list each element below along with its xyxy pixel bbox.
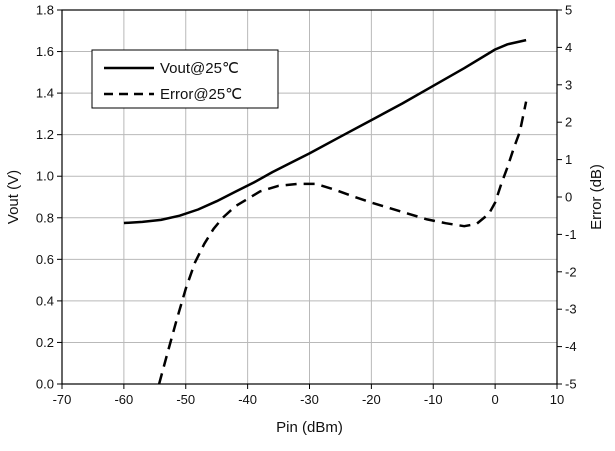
y-axis-left-title: Vout (V): [5, 170, 22, 224]
x-tick-label: -30: [300, 392, 319, 407]
x-tick-label: -70: [53, 392, 72, 407]
y-left-tick-label: 0.0: [36, 377, 54, 392]
x-axis-title: Pin (dBm): [276, 419, 343, 436]
x-tick-label: -20: [362, 392, 381, 407]
series-layer: [123, 38, 528, 385]
legend-box: [91, 49, 279, 109]
x-tick-label: -40: [238, 392, 257, 407]
y-left-tick-label: 1.0: [36, 169, 54, 184]
y-left-tick-label: 0.4: [36, 293, 54, 308]
legend-label-error: Error@25℃: [160, 86, 242, 103]
grid-lines: [61, 9, 558, 385]
legend: Vout@25℃ Error@25℃: [91, 49, 279, 109]
series-line-vout: [123, 38, 527, 225]
y-left-tick-label: 1.2: [36, 127, 54, 142]
y-left-tick-label: 0.6: [36, 252, 54, 267]
y-right-tick-label: -3: [565, 302, 577, 317]
y-right-tick-label: 0: [565, 190, 572, 205]
y-left-tick-label: 0.2: [36, 335, 54, 350]
y-axis-right-title: Error (dB): [588, 164, 605, 230]
x-tick-label: -60: [114, 392, 133, 407]
x-tick-label: 10: [550, 392, 564, 407]
legend-label-vout: Vout@25℃: [160, 60, 239, 77]
y-right-tick-label: 2: [565, 115, 572, 130]
y-right-tick-label: -4: [565, 339, 577, 354]
x-tick-label: -50: [176, 392, 195, 407]
x-tick-label: -10: [424, 392, 443, 407]
y-left-tick-label: 1.6: [36, 44, 54, 59]
tick-labels: -70 -60 -50 -40 -30 -20 -10 0 100.00.20.40.60.81…: [36, 3, 577, 408]
y-left-tick-label: 1.4: [36, 86, 54, 101]
y-right-tick-label: -1: [565, 227, 577, 242]
y-right-tick-label: 5: [565, 3, 572, 18]
y-right-tick-label: 1: [565, 152, 572, 167]
y-left-tick-label: 0.8: [36, 210, 54, 225]
x-tick-label: 0: [492, 392, 499, 407]
series-line-error: [157, 101, 528, 385]
tick-marks: [57, 9, 562, 389]
y-right-tick-label: 3: [565, 77, 572, 92]
y-right-tick-label: 4: [565, 40, 572, 55]
y-left-tick-label: 1.8: [36, 3, 54, 18]
y-right-tick-label: -2: [565, 264, 577, 279]
y-right-tick-label: -5: [565, 377, 577, 392]
